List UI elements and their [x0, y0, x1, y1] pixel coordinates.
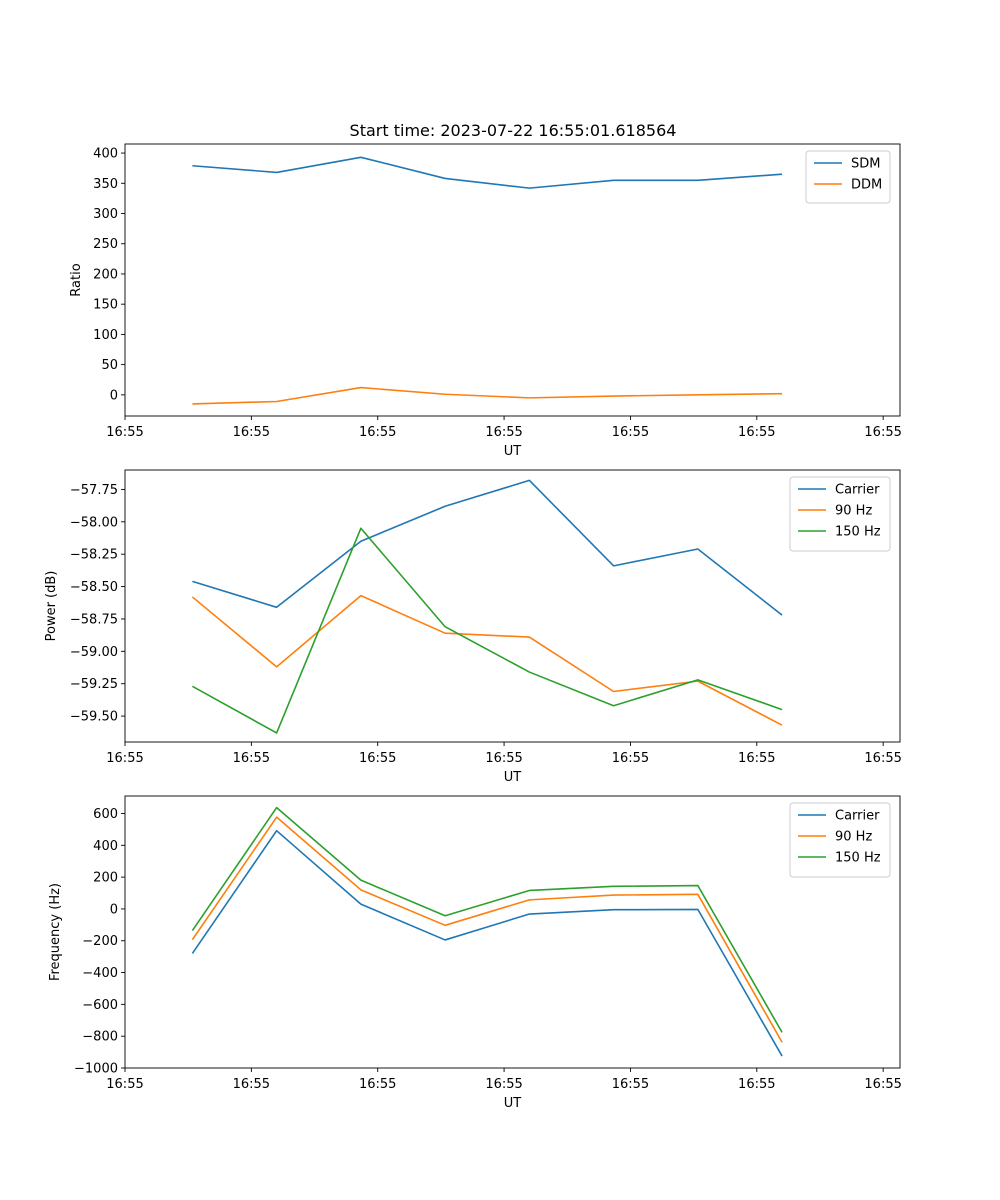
- x-tick-label: 16:55: [359, 1077, 396, 1092]
- y-tick-label: −600: [82, 998, 118, 1013]
- x-tick-label: 16:55: [864, 425, 901, 440]
- x-tick-label: 16:55: [612, 751, 649, 766]
- y-tick-label: 200: [93, 267, 118, 282]
- series-line-90-hz: [191, 594, 783, 726]
- y-axis-label: Power (dB): [44, 571, 59, 642]
- legend-label-carrier: Carrier: [835, 809, 880, 824]
- series-line-150-hz: [191, 806, 783, 1033]
- x-axis-label: UT: [504, 1096, 522, 1111]
- y-tick-label: −58.75: [70, 612, 118, 627]
- y-tick-label: 150: [93, 298, 118, 313]
- x-tick-label: 16:55: [864, 1077, 901, 1092]
- x-tick-label: 16:55: [485, 425, 522, 440]
- y-tick-label: −400: [82, 966, 118, 981]
- plot-frame: [124, 795, 901, 1069]
- figure-title: Start time: 2023-07-22 16:55:01.618564: [350, 121, 677, 140]
- y-tick-label: −1000: [74, 1062, 118, 1077]
- y-tick-label: −59.25: [70, 677, 118, 692]
- x-tick-label: 16:55: [359, 425, 396, 440]
- power-panel: 16:55 16:55 16:55 16:55 16:55 16:55 16:55 −59.5…: [44, 469, 902, 785]
- x-tick-label: 16:55: [485, 751, 522, 766]
- x-tick-label: 16:55: [106, 1077, 143, 1092]
- y-tick-label: −200: [82, 934, 118, 949]
- legend-box: [789, 476, 891, 552]
- x-tick-label: 16:55: [612, 425, 649, 440]
- x-axis-label: UT: [504, 444, 522, 459]
- x-tick-label: 16:55: [106, 751, 143, 766]
- y-tick-label: 200: [93, 871, 118, 886]
- frequency-panel: 16:55 16:55 16:55 16:55 16:55 16:55 16:55−1000…: [48, 795, 902, 1111]
- series-line-ddm: [192, 386, 783, 405]
- x-tick-label: 16:55: [233, 751, 270, 766]
- y-tick-label: −59.50: [70, 710, 118, 725]
- x-tick-label: 16:55: [738, 751, 775, 766]
- x-tick-label: 16:55: [359, 751, 396, 766]
- y-tick-label: 0: [110, 388, 118, 403]
- x-tick-label: 16:55: [612, 1077, 649, 1092]
- legend-box: [805, 150, 891, 204]
- y-tick-label: 400: [93, 839, 118, 854]
- y-tick-label: −57.75: [70, 483, 118, 498]
- series-line-150-hz: [192, 527, 783, 734]
- series-line-carrier: [191, 829, 783, 1057]
- y-tick-label: 250: [93, 237, 118, 252]
- y-tick-label: −58.50: [70, 580, 118, 595]
- legend-label-90-hz: 90 Hz: [835, 504, 872, 519]
- x-axis-label: UT: [504, 770, 522, 785]
- x-tick-label: 16:55: [233, 1077, 270, 1092]
- series-line-sdm: [192, 156, 783, 189]
- y-axis-label: Frequency (Hz): [48, 883, 63, 981]
- series-line-carrier: [192, 479, 783, 616]
- plot-frame: [124, 143, 901, 417]
- legend: Carrier 90 Hz 150 Hz: [789, 476, 891, 552]
- y-tick-label: −59.00: [70, 645, 118, 660]
- y-tick-label: −58.25: [70, 548, 118, 563]
- legend-label-150-hz: 150 Hz: [835, 851, 881, 866]
- y-tick-label: −800: [82, 1030, 118, 1045]
- legend-box: [789, 802, 891, 878]
- x-tick-label: 16:55: [738, 425, 775, 440]
- legend: SDM DDM: [805, 150, 891, 204]
- x-tick-label: 16:55: [106, 425, 143, 440]
- y-tick-label: −58.00: [70, 515, 118, 530]
- x-tick-label: 16:55: [485, 1077, 522, 1092]
- legend-label-90-hz: 90 Hz: [835, 830, 872, 845]
- y-tick-label: 100: [93, 328, 118, 343]
- y-tick-label: 400: [93, 147, 118, 162]
- y-tick-label: 350: [93, 177, 118, 192]
- y-tick-label: 50: [101, 358, 118, 373]
- y-tick-label: 0: [110, 902, 118, 917]
- legend-label-sdm: SDM: [851, 157, 880, 172]
- legend-label-150-hz: 150 Hz: [835, 525, 881, 540]
- ratio-panel: 16:55 16:55 16:55 16:55 16:55 16:55 16:55 0 50 10…: [69, 143, 902, 459]
- y-axis-label: Ratio: [69, 263, 84, 296]
- plot-frame: [124, 469, 901, 743]
- legend-label-carrier: Carrier: [835, 483, 880, 498]
- x-tick-label: 16:55: [738, 1077, 775, 1092]
- y-tick-label: 600: [93, 807, 118, 822]
- y-tick-label: 300: [93, 207, 118, 222]
- x-tick-label: 16:55: [233, 425, 270, 440]
- x-tick-label: 16:55: [864, 751, 901, 766]
- legend: Carrier 90 Hz 150 Hz: [789, 802, 891, 878]
- legend-label-ddm: DDM: [851, 178, 882, 193]
- series-line-90-hz: [191, 816, 783, 1043]
